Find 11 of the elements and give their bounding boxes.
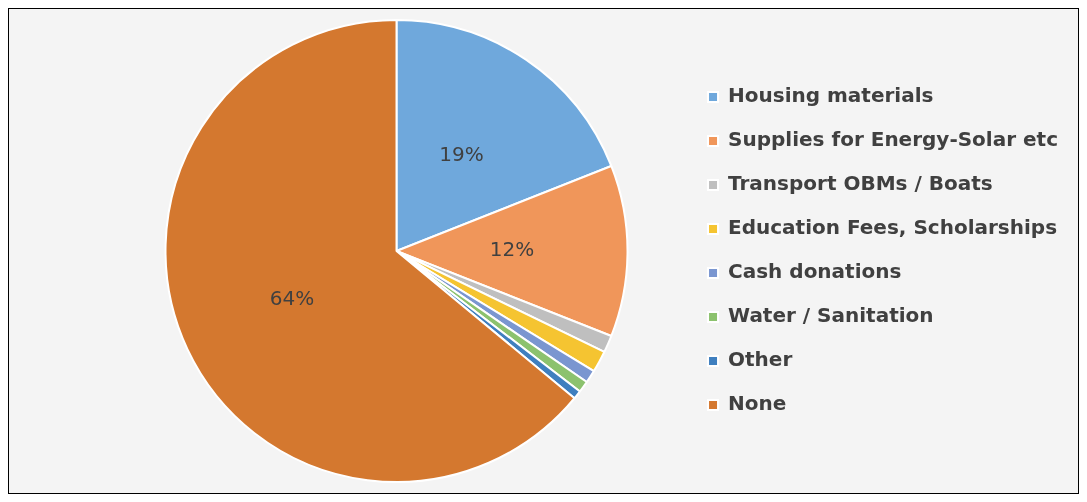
legend-label: Education Fees, Scholarships <box>728 215 1058 240</box>
legend-label: Cash donations <box>728 259 902 284</box>
legend-label: Supplies for Energy-Solar etc <box>728 127 1059 152</box>
data-label: 12% <box>489 237 535 262</box>
data-label: 64% <box>269 286 315 311</box>
legend-label: Transport OBMs / Boats <box>728 171 993 196</box>
legend-label: Housing materials <box>728 83 934 108</box>
legend-label: Water / Sanitation <box>728 303 934 328</box>
legend-label: None <box>728 391 787 416</box>
legend-label: Other <box>728 347 793 372</box>
data-label: 19% <box>439 141 484 166</box>
